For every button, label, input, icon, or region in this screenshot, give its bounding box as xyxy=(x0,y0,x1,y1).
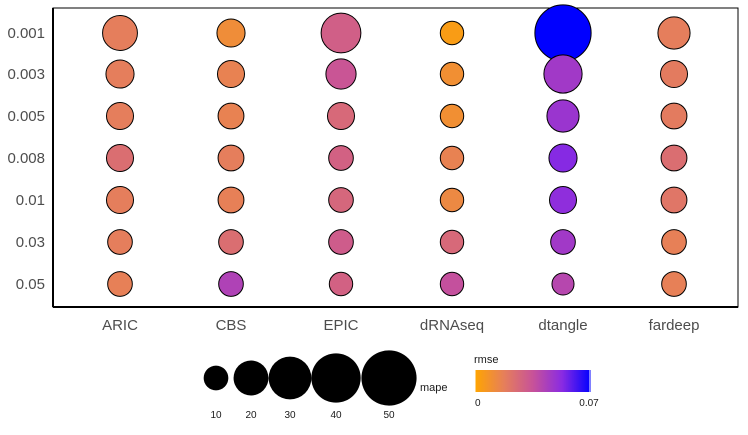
y-tick-label: 0.001 xyxy=(7,25,45,42)
bubble-point xyxy=(660,144,688,172)
y-tick-label: 0.003 xyxy=(7,66,45,83)
bubble-point xyxy=(439,20,465,46)
bubble-point xyxy=(217,102,245,130)
size-legend-title: mape xyxy=(420,382,448,394)
bubble-point xyxy=(546,99,580,133)
size-legend-label: 10 xyxy=(210,410,222,421)
size-legend-label: 20 xyxy=(245,410,257,421)
bubble-point xyxy=(657,16,691,50)
y-tick-label: 0.008 xyxy=(7,150,45,167)
bubble-point xyxy=(218,229,244,255)
bubble-point xyxy=(439,103,465,129)
color-legend-tick-label: 0 xyxy=(475,398,481,409)
bubble-point xyxy=(102,15,138,51)
bubble-point xyxy=(439,145,465,171)
bubble-point xyxy=(439,61,465,87)
bubble-point xyxy=(325,58,357,90)
bubble-point xyxy=(661,229,687,255)
y-tick-label: 0.01 xyxy=(16,192,45,209)
bubble-point xyxy=(439,187,465,213)
bubble-point xyxy=(660,102,688,130)
x-tick-label: fardeep xyxy=(649,317,700,334)
bubble-point xyxy=(326,101,356,131)
color-legend-bar xyxy=(475,370,591,392)
bubble-point xyxy=(320,12,362,54)
size-legend-circle xyxy=(233,360,269,396)
bubble-point xyxy=(217,186,245,214)
bubble-point xyxy=(105,101,135,131)
color-legend-title: rmse xyxy=(474,354,498,366)
size-legend-label: 40 xyxy=(330,410,342,421)
x-tick-label: dRNAseq xyxy=(420,317,484,334)
bubble-point xyxy=(328,187,354,213)
size-legend-label: 30 xyxy=(284,410,296,421)
size-legend-circle xyxy=(203,365,229,391)
bubble-point xyxy=(217,144,245,172)
bubble-point xyxy=(548,185,578,215)
bubble-point xyxy=(543,54,583,94)
y-tick-label: 0.05 xyxy=(16,276,45,293)
x-axis-tick-labels: ARIC CBS EPIC dRNAseq dtangle fardeep xyxy=(102,317,699,334)
bubble-point xyxy=(216,18,246,48)
bubble-point xyxy=(105,185,135,215)
size-legend-circle xyxy=(361,350,417,406)
bubble-point xyxy=(328,271,354,297)
bubble-point xyxy=(328,145,354,171)
color-legend: rmse 0 0.07 xyxy=(474,354,599,409)
color-legend-tick-label: 0.07 xyxy=(579,398,599,409)
bubble-point xyxy=(551,272,575,296)
size-legend-label: 50 xyxy=(383,410,395,421)
y-tick-label: 0.03 xyxy=(16,234,45,251)
bubble-point xyxy=(328,229,354,255)
x-tick-label: CBS xyxy=(216,317,247,334)
x-tick-label: dtangle xyxy=(538,317,587,334)
x-tick-label: EPIC xyxy=(323,317,358,334)
bubble-point xyxy=(105,143,135,173)
bubble-point xyxy=(216,59,246,89)
data-points xyxy=(102,4,691,297)
bubble-point xyxy=(660,186,688,214)
bubble-point xyxy=(659,59,689,89)
x-tick-label: ARIC xyxy=(102,317,138,334)
size-legend-circle xyxy=(268,356,312,400)
bubble-point xyxy=(218,271,244,297)
y-tick-label: 0.005 xyxy=(7,108,45,125)
bubble-point xyxy=(105,59,135,89)
bubble-point xyxy=(439,229,465,255)
plot-panel xyxy=(52,7,739,308)
y-axis-tick-labels: 0.001 0.003 0.005 0.008 0.01 0.03 0.05 xyxy=(7,25,45,293)
bubble-point xyxy=(107,271,133,297)
bubble-point xyxy=(550,229,576,255)
size-legend: mape 10 20 30 40 50 xyxy=(203,350,448,421)
bubble-point xyxy=(107,229,133,255)
bubble-point xyxy=(548,143,578,173)
bubble-point xyxy=(439,271,465,297)
size-legend-circle xyxy=(311,353,361,403)
bubble-point xyxy=(534,4,592,62)
bubble-point xyxy=(661,271,687,297)
